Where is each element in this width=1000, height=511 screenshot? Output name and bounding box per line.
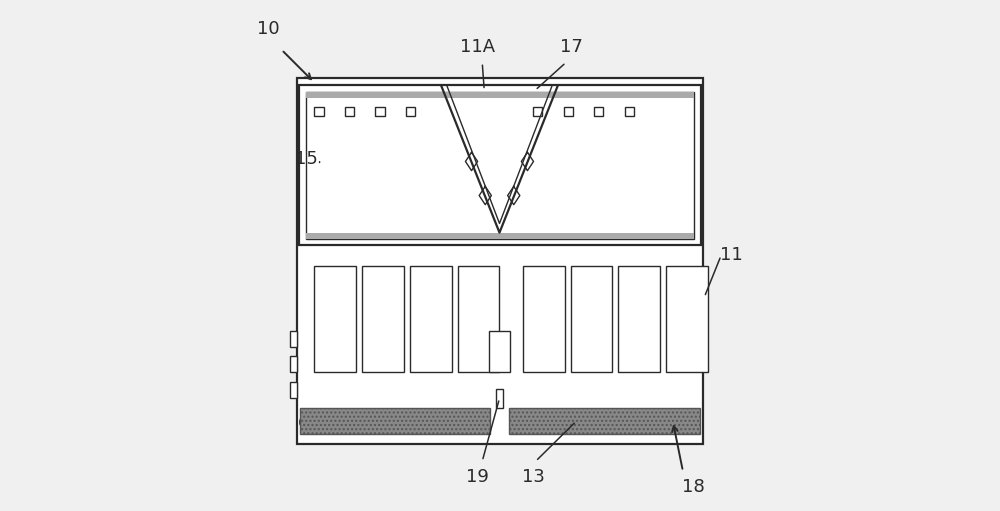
Text: 19: 19 [466, 468, 489, 485]
Bar [300, 408, 490, 434]
Bar [523, 266, 565, 373]
Text: 17: 17 [560, 38, 583, 56]
Circle shape [684, 414, 700, 430]
Bar [306, 92, 694, 98]
Text: 13: 13 [522, 468, 544, 485]
Bar [666, 266, 708, 373]
Bar [314, 107, 324, 115]
Bar [533, 107, 542, 115]
Bar [290, 382, 297, 398]
Text: 11A: 11A [460, 38, 495, 56]
Bar [362, 266, 404, 373]
Bar [618, 266, 660, 373]
Bar [299, 85, 701, 245]
Bar [345, 107, 354, 115]
Bar [458, 266, 499, 373]
Bar [290, 331, 297, 347]
Bar [594, 107, 603, 115]
Bar [496, 389, 503, 408]
Bar [306, 92, 694, 239]
Bar [314, 266, 356, 373]
Text: 15: 15 [295, 150, 318, 168]
Bar [509, 408, 700, 434]
Bar [625, 107, 634, 115]
Text: 18: 18 [682, 478, 704, 496]
Text: 11: 11 [720, 246, 743, 265]
Circle shape [300, 414, 316, 430]
Text: 10: 10 [257, 20, 280, 38]
Bar [489, 331, 510, 373]
Bar [406, 107, 415, 115]
Bar [290, 356, 297, 373]
Bar [306, 233, 694, 239]
Bar [297, 78, 703, 444]
Bar [410, 266, 452, 373]
Bar [564, 107, 573, 115]
Bar [375, 107, 385, 115]
Bar [571, 266, 612, 373]
